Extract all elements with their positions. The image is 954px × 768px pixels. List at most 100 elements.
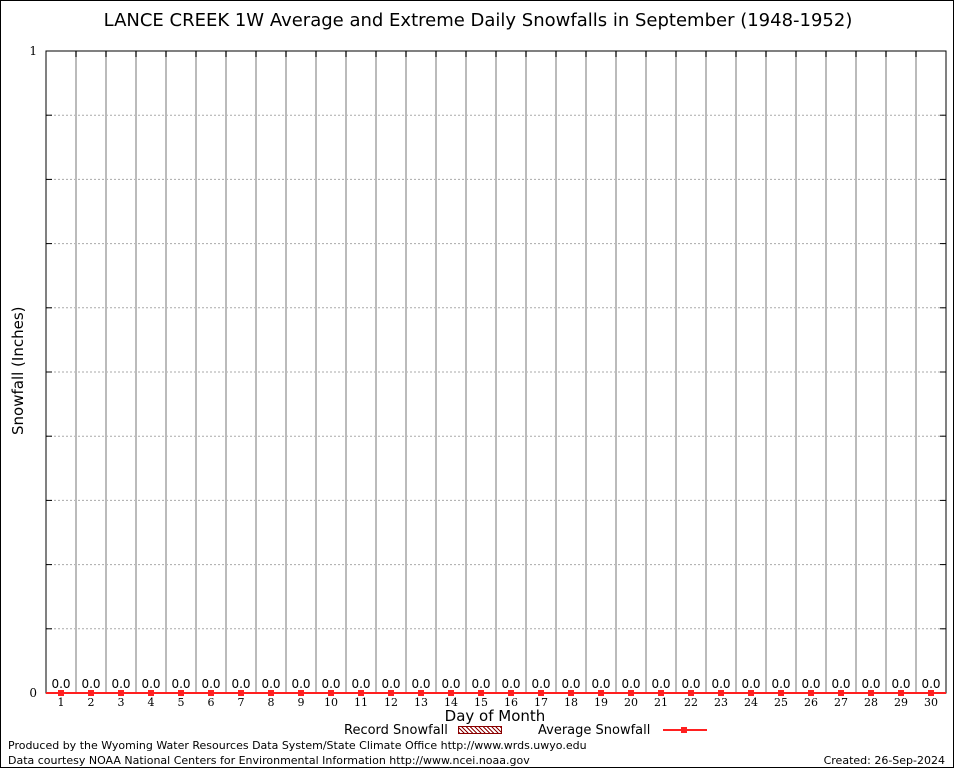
x-tick-label: 7 bbox=[238, 696, 245, 709]
data-label: 0.0 bbox=[111, 677, 130, 691]
average-marker bbox=[388, 690, 394, 696]
average-marker bbox=[178, 690, 184, 696]
average-marker bbox=[328, 690, 334, 696]
x-tick-label: 20 bbox=[624, 696, 638, 709]
data-label: 0.0 bbox=[261, 677, 280, 691]
average-marker bbox=[238, 690, 244, 696]
x-tick-label: 2 bbox=[88, 696, 95, 709]
data-label: 0.0 bbox=[441, 677, 460, 691]
average-marker bbox=[808, 690, 814, 696]
x-tick-label: 23 bbox=[714, 696, 728, 709]
average-marker bbox=[748, 690, 754, 696]
x-tick-label: 6 bbox=[208, 696, 215, 709]
footer-data-source: Data courtesy NOAA National Centers for … bbox=[8, 754, 530, 767]
data-label: 0.0 bbox=[561, 677, 580, 691]
data-label: 0.0 bbox=[321, 677, 340, 691]
data-label: 0.0 bbox=[171, 677, 190, 691]
average-marker bbox=[868, 690, 874, 696]
footer-producer: Produced by the Wyoming Water Resources … bbox=[8, 739, 587, 752]
average-marker bbox=[298, 690, 304, 696]
average-marker bbox=[268, 690, 274, 696]
x-tick-label: 24 bbox=[744, 696, 758, 709]
data-label: 0.0 bbox=[141, 677, 160, 691]
average-marker bbox=[88, 690, 94, 696]
data-label: 0.0 bbox=[231, 677, 250, 691]
data-label: 0.0 bbox=[351, 677, 370, 691]
x-tick-label: 12 bbox=[384, 696, 398, 709]
x-tick-label: 28 bbox=[864, 696, 878, 709]
data-label: 0.0 bbox=[771, 677, 790, 691]
footer-created: Created: 26-Sep-2024 bbox=[823, 754, 945, 767]
data-label: 0.0 bbox=[501, 677, 520, 691]
x-tick-label: 8 bbox=[268, 696, 275, 709]
x-tick-label: 11 bbox=[354, 696, 368, 709]
data-label: 0.0 bbox=[861, 677, 880, 691]
data-label: 0.0 bbox=[741, 677, 760, 691]
x-tick-label: 14 bbox=[444, 696, 458, 709]
data-label: 0.0 bbox=[531, 677, 550, 691]
x-tick-label: 25 bbox=[774, 696, 788, 709]
data-label: 0.0 bbox=[681, 677, 700, 691]
data-label: 0.0 bbox=[921, 677, 940, 691]
average-marker bbox=[448, 690, 454, 696]
x-tick-label: 16 bbox=[504, 696, 518, 709]
average-marker bbox=[58, 690, 64, 696]
data-label: 0.0 bbox=[381, 677, 400, 691]
average-marker bbox=[628, 690, 634, 696]
x-tick-label: 26 bbox=[804, 696, 818, 709]
data-label: 0.0 bbox=[621, 677, 640, 691]
data-label: 0.0 bbox=[891, 677, 910, 691]
average-marker bbox=[658, 690, 664, 696]
legend-record-swatch bbox=[458, 726, 502, 734]
average-marker bbox=[208, 690, 214, 696]
data-label: 0.0 bbox=[411, 677, 430, 691]
data-label: 0.0 bbox=[651, 677, 670, 691]
x-tick-label: 30 bbox=[924, 696, 938, 709]
x-tick-label: 18 bbox=[564, 696, 578, 709]
data-label: 0.0 bbox=[291, 677, 310, 691]
data-label: 0.0 bbox=[711, 677, 730, 691]
y-tick-label: 0 bbox=[29, 686, 37, 700]
legend-record-label: Record Snowfall bbox=[344, 723, 448, 738]
x-tick-label: 27 bbox=[834, 696, 848, 709]
x-tick-label: 10 bbox=[324, 696, 338, 709]
average-marker bbox=[688, 690, 694, 696]
data-label: 0.0 bbox=[591, 677, 610, 691]
x-tick-label: 22 bbox=[684, 696, 698, 709]
x-tick-label: 9 bbox=[298, 696, 305, 709]
average-marker bbox=[928, 690, 934, 696]
average-marker bbox=[598, 690, 604, 696]
legend-average-label: Average Snowfall bbox=[538, 723, 651, 738]
average-marker bbox=[568, 690, 574, 696]
x-tick-label: 1 bbox=[58, 696, 65, 709]
average-marker bbox=[418, 690, 424, 696]
x-tick-label: 21 bbox=[654, 696, 668, 709]
average-marker bbox=[508, 690, 514, 696]
x-axis-label: Day of Month bbox=[444, 707, 546, 725]
data-label: 0.0 bbox=[81, 677, 100, 691]
average-marker bbox=[718, 690, 724, 696]
average-marker bbox=[538, 690, 544, 696]
average-marker bbox=[118, 690, 124, 696]
data-label: 0.0 bbox=[801, 677, 820, 691]
average-marker bbox=[838, 690, 844, 696]
x-tick-label: 5 bbox=[178, 696, 185, 709]
x-tick-label: 19 bbox=[594, 696, 608, 709]
x-tick-label: 17 bbox=[534, 696, 548, 709]
x-tick-label: 3 bbox=[118, 696, 125, 709]
y-tick-label: 1 bbox=[29, 44, 37, 58]
average-marker bbox=[478, 690, 484, 696]
data-label: 0.0 bbox=[471, 677, 490, 691]
x-tick-label: 13 bbox=[414, 696, 428, 709]
chart-title: LANCE CREEK 1W Average and Extreme Daily… bbox=[103, 10, 853, 31]
average-marker bbox=[898, 690, 904, 696]
data-label: 0.0 bbox=[201, 677, 220, 691]
data-label: 0.0 bbox=[831, 677, 850, 691]
average-marker bbox=[778, 690, 784, 696]
legend-average-marker bbox=[681, 727, 687, 733]
x-tick-label: 29 bbox=[894, 696, 908, 709]
y-axis-label: Snowfall (Inches) bbox=[9, 306, 27, 436]
average-marker bbox=[358, 690, 364, 696]
